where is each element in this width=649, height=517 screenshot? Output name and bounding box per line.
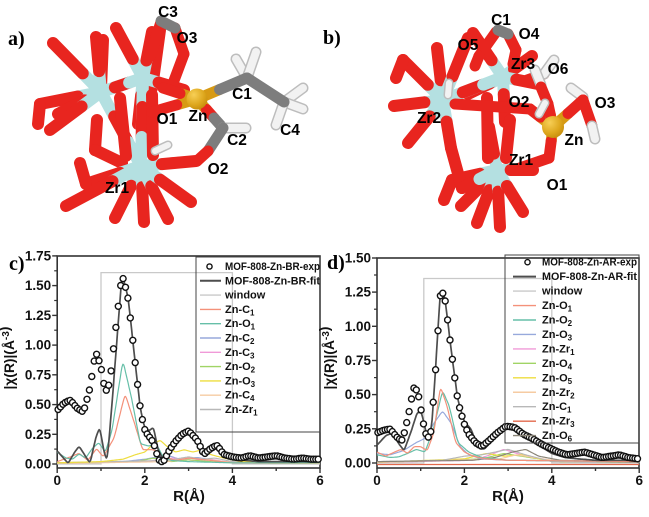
svg-text:0.75: 0.75 xyxy=(345,353,372,368)
svg-text:Zn: Zn xyxy=(189,108,208,125)
svg-text:R(Å): R(Å) xyxy=(173,488,205,505)
svg-text:Zn-Zr1: Zn-Zr1 xyxy=(542,343,575,357)
svg-text:Zn-C1: Zn-C1 xyxy=(542,401,572,415)
svg-text:MOF-808-Zn-BR-fit: MOF-808-Zn-BR-fit xyxy=(225,275,320,287)
svg-text:O4: O4 xyxy=(519,26,540,43)
svg-text:Zn-C2: Zn-C2 xyxy=(225,333,255,347)
svg-text:Zr1: Zr1 xyxy=(105,180,130,197)
svg-text:1.50: 1.50 xyxy=(345,251,371,266)
svg-text:4: 4 xyxy=(548,473,556,488)
svg-text:Zn-C3: Zn-C3 xyxy=(225,347,255,361)
svg-text:C3: C3 xyxy=(158,4,178,21)
svg-text:1.00: 1.00 xyxy=(345,319,371,334)
svg-text:0.50: 0.50 xyxy=(25,397,51,412)
svg-text:1.50: 1.50 xyxy=(25,278,51,293)
svg-text:Zn-O1: Zn-O1 xyxy=(225,318,256,332)
svg-text:window: window xyxy=(541,286,583,298)
svg-text:C2: C2 xyxy=(227,132,247,149)
svg-text:MOF-808-Zn-BR-exp: MOF-808-Zn-BR-exp xyxy=(225,261,320,273)
svg-text:|χ(R)|(Å-3): |χ(R)|(Å-3) xyxy=(0,327,17,390)
svg-text:6: 6 xyxy=(635,473,643,488)
svg-text:R(Å): R(Å) xyxy=(492,488,524,505)
svg-text:O2: O2 xyxy=(208,161,229,178)
svg-text:0.25: 0.25 xyxy=(25,427,52,442)
svg-text:a): a) xyxy=(8,28,25,50)
svg-text:0.75: 0.75 xyxy=(25,367,52,382)
svg-text:Zn-O5: Zn-O5 xyxy=(542,372,573,386)
svg-text:1.00: 1.00 xyxy=(25,338,51,353)
svg-text:C1: C1 xyxy=(232,86,252,103)
svg-text:Zn: Zn xyxy=(565,132,584,149)
svg-text:Zr1: Zr1 xyxy=(509,152,534,169)
svg-text:Zn-O4: Zn-O4 xyxy=(542,358,573,372)
svg-text:O6: O6 xyxy=(548,61,569,78)
svg-text:0: 0 xyxy=(373,473,381,488)
svg-text:0.25: 0.25 xyxy=(345,421,372,436)
svg-text:6: 6 xyxy=(316,473,324,488)
svg-text:1.25: 1.25 xyxy=(345,285,372,300)
svg-text:4: 4 xyxy=(229,473,237,488)
svg-text:O1: O1 xyxy=(157,111,178,128)
svg-text:1.75: 1.75 xyxy=(25,248,52,263)
svg-text:O3: O3 xyxy=(595,95,616,112)
svg-text:O3: O3 xyxy=(177,30,198,47)
svg-text:d): d) xyxy=(327,252,345,274)
svg-text:Zn-O3: Zn-O3 xyxy=(542,329,573,343)
svg-text:C1: C1 xyxy=(491,12,511,29)
svg-text:|χ(R)|(Å-3): |χ(R)|(Å-3) xyxy=(317,327,337,390)
svg-text:0: 0 xyxy=(53,473,61,488)
svg-text:Zn-O6: Zn-O6 xyxy=(542,430,573,444)
svg-text:Zn-Zr2: Zn-Zr2 xyxy=(542,387,575,401)
svg-text:b): b) xyxy=(323,27,341,49)
svg-text:Zn-O1: Zn-O1 xyxy=(542,300,573,314)
svg-text:Zn-O3: Zn-O3 xyxy=(225,375,256,389)
svg-text:Zn-C1: Zn-C1 xyxy=(225,304,255,318)
svg-text:Zn-O2: Zn-O2 xyxy=(225,361,256,375)
svg-text:O1: O1 xyxy=(547,177,568,194)
svg-text:0.00: 0.00 xyxy=(345,456,371,471)
svg-text:2: 2 xyxy=(141,473,149,488)
svg-text:Zn-C4: Zn-C4 xyxy=(225,390,255,404)
svg-text:Zr2: Zr2 xyxy=(417,110,441,127)
svg-text:O5: O5 xyxy=(458,37,479,54)
svg-text:1.25: 1.25 xyxy=(25,308,52,323)
svg-text:Zn-Zr1: Zn-Zr1 xyxy=(225,404,258,418)
svg-text:MOF-808-Zn-AR-fit: MOF-808-Zn-AR-fit xyxy=(542,271,637,283)
svg-text:0.00: 0.00 xyxy=(25,457,51,472)
svg-text:Zn-O2: Zn-O2 xyxy=(542,315,573,329)
svg-text:MOF-808-Zn-AR-exp: MOF-808-Zn-AR-exp xyxy=(542,257,637,269)
svg-text:2: 2 xyxy=(461,473,469,488)
svg-text:Zr3: Zr3 xyxy=(511,56,536,73)
svg-text:C4: C4 xyxy=(280,122,300,139)
svg-text:window: window xyxy=(224,290,266,302)
svg-text:Zn-Zr3: Zn-Zr3 xyxy=(542,416,575,430)
svg-text:O2: O2 xyxy=(509,94,530,111)
svg-text:0.50: 0.50 xyxy=(345,387,371,402)
svg-text:c): c) xyxy=(9,253,25,275)
